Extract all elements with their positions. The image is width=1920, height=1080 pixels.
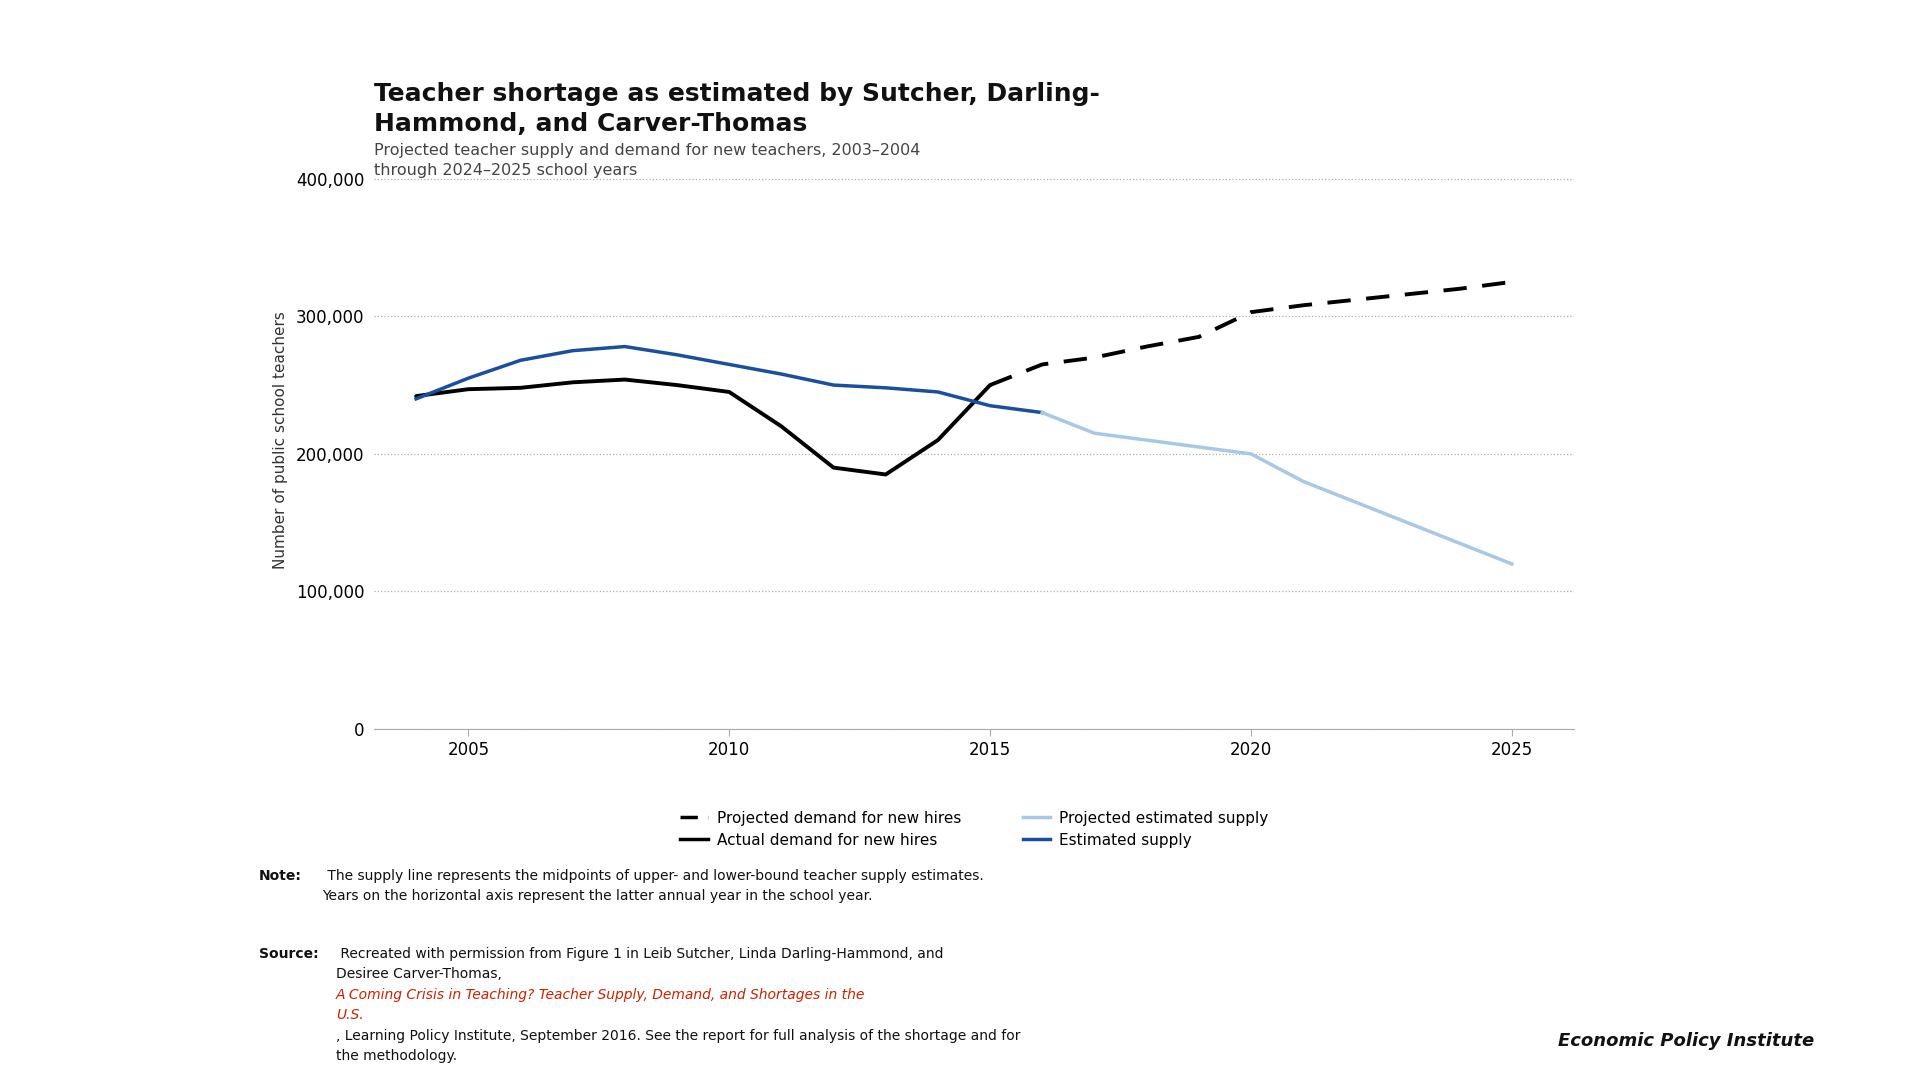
Text: A Coming Crisis in Teaching? Teacher Supply, Demand, and Shortages in the
U.S.: A Coming Crisis in Teaching? Teacher Sup… xyxy=(336,988,866,1022)
Text: Recreated with permission from Figure 1 in Leib Sutcher, Linda Darling-Hammond, : Recreated with permission from Figure 1 … xyxy=(336,947,943,981)
Text: Economic Policy Institute: Economic Policy Institute xyxy=(1559,1031,1814,1050)
Text: Hammond, and Carver-Thomas: Hammond, and Carver-Thomas xyxy=(374,112,808,136)
Text: Projected teacher supply and demand for new teachers, 2003–2004
through 2024–202: Projected teacher supply and demand for … xyxy=(374,143,922,178)
Text: , Learning Policy Institute, September 2016. See the report for full analysis of: , Learning Policy Institute, September 2… xyxy=(336,1029,1021,1063)
Y-axis label: Number of public school teachers: Number of public school teachers xyxy=(273,311,288,569)
Text: Source:: Source: xyxy=(259,947,319,961)
Legend: Projected demand for new hires, Actual demand for new hires, Projected estimated: Projected demand for new hires, Actual d… xyxy=(680,811,1269,849)
Text: Note:: Note: xyxy=(259,869,301,883)
Text: Teacher shortage as estimated by Sutcher, Darling-: Teacher shortage as estimated by Sutcher… xyxy=(374,82,1100,106)
Text: The supply line represents the midpoints of upper- and lower-bound teacher suppl: The supply line represents the midpoints… xyxy=(323,869,983,903)
